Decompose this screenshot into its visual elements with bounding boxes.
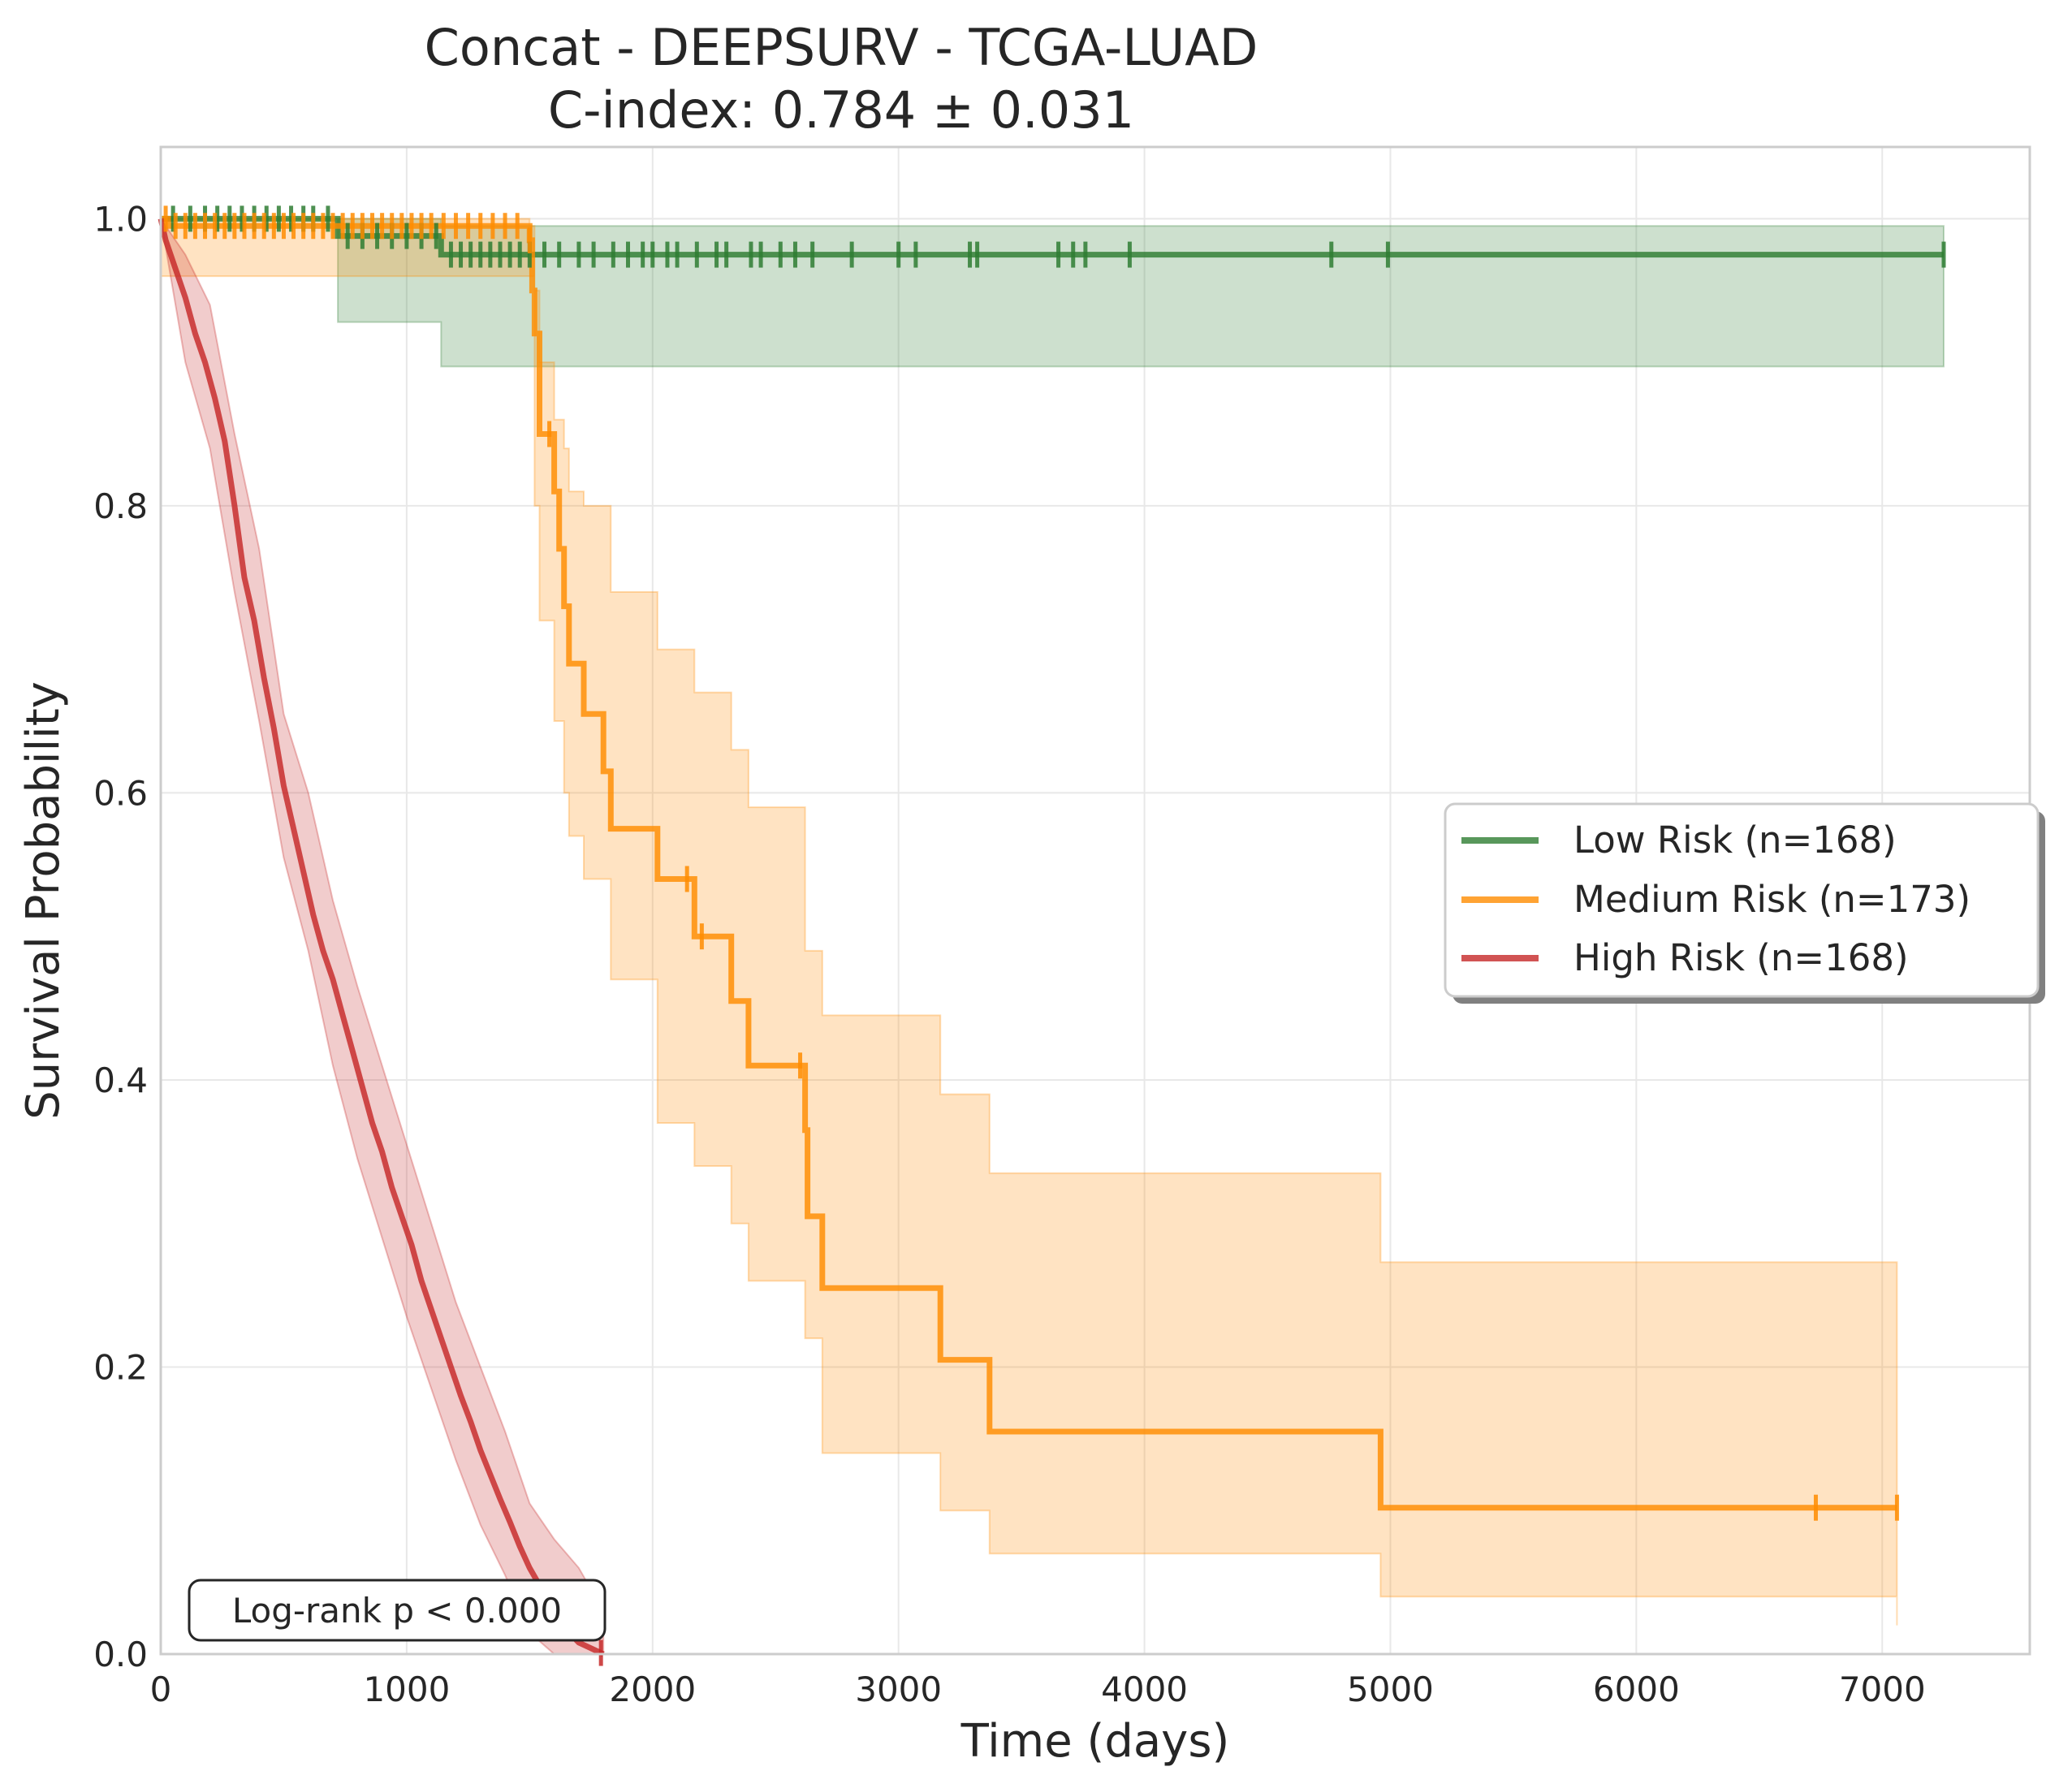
survival-line-medium xyxy=(161,215,1897,1511)
legend: Low Risk (n=168) Medium Risk (n=173) Hig… xyxy=(1444,802,2045,1004)
censor-marks xyxy=(163,205,1946,1666)
chart-subtitle: C-index: 0.784 ± 0.031 xyxy=(548,80,1134,140)
x-tick-label: 5000 xyxy=(1347,1670,1434,1709)
y-tick-label: 1.0 xyxy=(93,199,148,239)
y-tick-label: 0.2 xyxy=(93,1347,148,1387)
chart-title: Concat - DEEPSURV - TCGA-LUAD xyxy=(425,18,1258,77)
legend-label-high: High Risk (n=168) xyxy=(1573,936,1909,979)
logrank-annotation: Log-rank p < 0.000 xyxy=(188,1579,606,1642)
y-tick-label: 0.6 xyxy=(93,773,148,813)
annotation-text: Log-rank p < 0.000 xyxy=(232,1591,562,1631)
x-tick-label: 7000 xyxy=(1839,1670,1926,1709)
survival-line-low xyxy=(161,215,1944,258)
x-axis-label: Time (days) xyxy=(960,1715,1230,1768)
x-tick-label: 2000 xyxy=(609,1670,696,1709)
survival-line-high xyxy=(158,218,605,1657)
x-tick-label: 0 xyxy=(150,1670,172,1709)
annotation-box xyxy=(188,1579,606,1642)
y-tick-label: 0.8 xyxy=(93,486,148,526)
legend-label-low: Low Risk (n=168) xyxy=(1573,819,1897,862)
legend-label-medium: Medium Risk (n=173) xyxy=(1573,878,1971,921)
y-axis-ticks: 0.0 0.2 0.4 0.6 0.8 1.0 xyxy=(93,199,148,1674)
x-tick-label: 6000 xyxy=(1593,1670,1680,1709)
x-axis-ticks: 0 1000 2000 3000 4000 5000 6000 7000 xyxy=(150,1670,1926,1709)
y-tick-label: 0.4 xyxy=(93,1060,148,1100)
x-tick-label: 1000 xyxy=(363,1670,450,1709)
ci-band-medium xyxy=(160,218,1898,1626)
survival-curves xyxy=(158,215,1944,1657)
legend-box xyxy=(1444,802,2040,998)
x-tick-label: 3000 xyxy=(855,1670,942,1709)
y-tick-label: 0.0 xyxy=(93,1635,148,1674)
y-axis-label: Survival Probability xyxy=(17,681,70,1120)
x-tick-label: 4000 xyxy=(1101,1670,1188,1709)
